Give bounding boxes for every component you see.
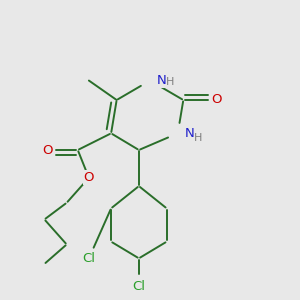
Text: N: N xyxy=(185,127,194,140)
Text: Cl: Cl xyxy=(82,252,95,265)
Text: H: H xyxy=(166,77,174,87)
Text: Cl: Cl xyxy=(132,280,146,292)
Text: O: O xyxy=(212,94,222,106)
Text: O: O xyxy=(84,171,94,184)
Text: O: O xyxy=(42,143,52,157)
Text: N: N xyxy=(157,74,167,87)
Text: H: H xyxy=(194,133,202,143)
